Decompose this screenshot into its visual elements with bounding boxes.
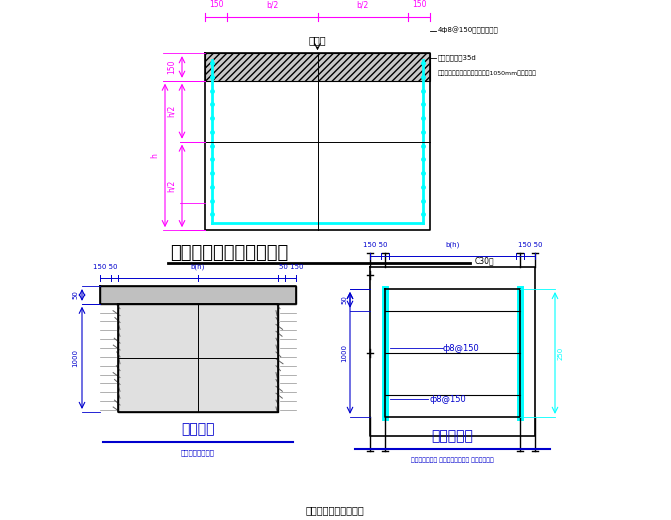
Text: b/2: b/2 (266, 0, 278, 9)
Text: 上下钢筋搭接35d: 上下钢筋搭接35d (438, 55, 477, 61)
Text: 用于桩孔地基层 用于锁脚筋地基层 用于桩土层处: 用于桩孔地基层 用于锁脚筋地基层 用于桩土层处 (411, 457, 494, 463)
Text: 150: 150 (412, 0, 426, 9)
Text: 150: 150 (167, 60, 176, 74)
Text: 50 150: 50 150 (278, 264, 303, 270)
Text: 250: 250 (558, 346, 564, 359)
Text: b(h): b(h) (191, 264, 205, 270)
Text: 150 50: 150 50 (518, 242, 542, 248)
Text: 挡土面: 挡土面 (309, 35, 326, 45)
Text: 150: 150 (209, 0, 223, 9)
Text: 150 50: 150 50 (93, 264, 117, 270)
Text: h: h (150, 153, 159, 158)
Text: 护壁详图: 护壁详图 (181, 423, 215, 437)
Text: b(h): b(h) (446, 241, 460, 248)
Polygon shape (100, 286, 296, 304)
Text: 50: 50 (72, 291, 78, 300)
Text: 人工挖孔抗滑桩时设置: 人工挖孔抗滑桩时设置 (305, 505, 364, 515)
Text: ф8@150: ф8@150 (429, 395, 466, 404)
Polygon shape (118, 304, 278, 412)
Text: ф8@150: ф8@150 (442, 344, 479, 353)
Polygon shape (205, 53, 430, 81)
Text: 150 50: 150 50 (363, 242, 387, 248)
Text: C30砼: C30砼 (475, 256, 495, 265)
Text: h/2: h/2 (167, 105, 176, 118)
Text: 4ф8@150双向护壁钢筋: 4ф8@150双向护壁钢筋 (438, 27, 499, 34)
Text: 1000: 1000 (72, 349, 78, 367)
Text: 两影范围护壁此界出层始地桩面1050mm处土平筋路: 两影范围护壁此界出层始地桩面1050mm处土平筋路 (438, 70, 537, 76)
Text: 用于桩孔无地基层: 用于桩孔无地基层 (181, 450, 215, 457)
Text: 1000: 1000 (341, 344, 347, 362)
Text: 护壁加筋图: 护壁加筋图 (431, 430, 474, 444)
Text: 全埋地式抗滑桩护壁详图: 全埋地式抗滑桩护壁详图 (170, 244, 289, 262)
Text: 50: 50 (341, 295, 347, 304)
Text: b/2: b/2 (356, 0, 369, 9)
Text: h/2: h/2 (167, 180, 176, 192)
